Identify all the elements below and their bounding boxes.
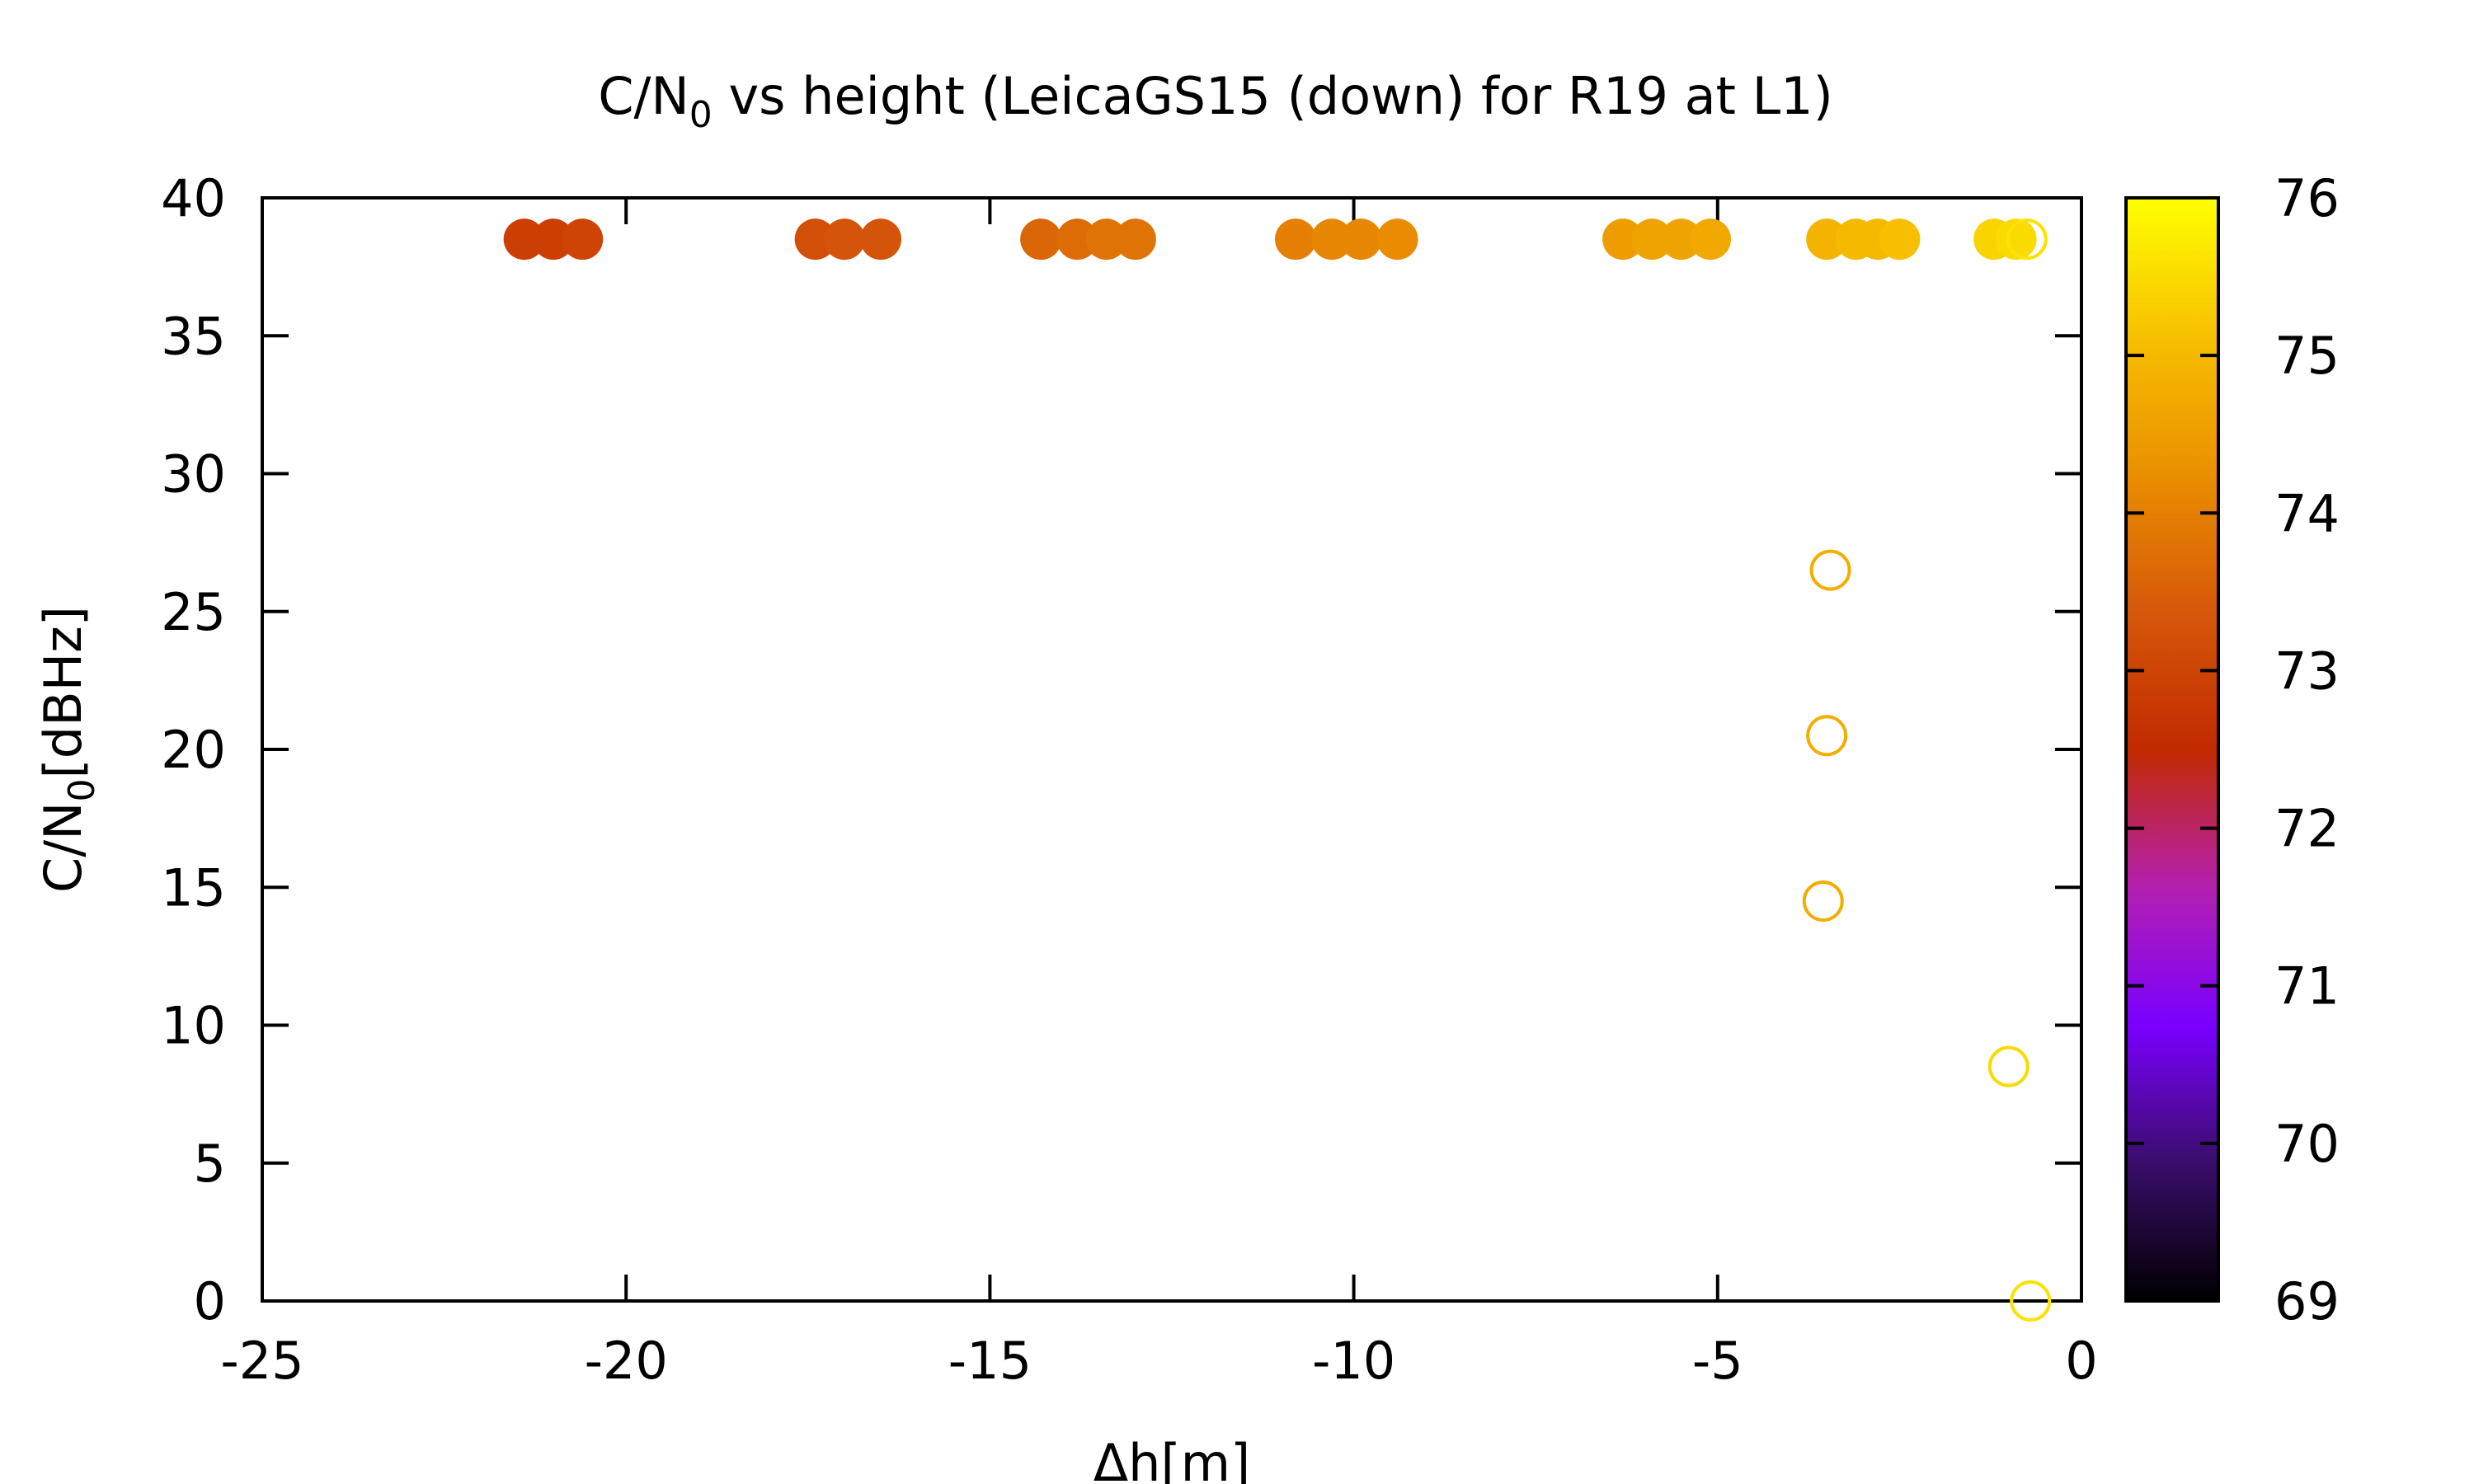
data-point [1085,218,1127,261]
x-axis-ticks: -25 -20 -15 -10 -5 0 [220,198,2098,1391]
colorbar-tick-label: 72 [2274,799,2340,859]
colorbar-tick-label: 70 [2274,1114,2340,1174]
data-point-open [1809,549,1851,591]
x-tick-label: -25 [220,1331,303,1391]
colorbar-tick-label: 71 [2274,956,2340,1017]
x-tick-label: 0 [2065,1331,2097,1391]
data-point [1602,218,1644,261]
y-tick-label: 30 [161,444,226,505]
x-tick-label: -15 [948,1331,1032,1391]
colorbar [2124,196,2220,1303]
data-point [1689,218,1731,261]
data-point-open [1987,1045,2030,1087]
colorbar-tick-label: 76 [2274,168,2340,228]
data-point-open [1806,715,1848,757]
data-point [1114,218,1156,261]
data-point [1660,218,1702,261]
data-point [1806,218,1848,261]
data-point [860,218,902,261]
data-point-open [2010,1280,2052,1322]
y-tick-label: 25 [161,582,226,642]
y-axis-label: C/N0[dBHz] [33,606,103,893]
data-point [1995,218,2037,261]
colorbar-tick-label: 73 [2274,641,2340,701]
data-point-open [2006,218,2048,261]
data-point [1376,218,1418,261]
y-tick-label: 10 [161,996,226,1056]
x-tick-label: -10 [1312,1331,1395,1391]
y-tick-label: 0 [194,1271,226,1331]
data-point [823,218,865,261]
x-tick-label: -5 [1692,1331,1743,1391]
data-point [1340,218,1382,261]
data-points [503,218,2052,1322]
data-point [532,218,574,261]
colorbar-ticks: 69 70 71 72 73 74 75 76 [2126,168,2340,1331]
y-tick-label: 20 [161,720,226,780]
y-tick-label: 35 [161,306,226,366]
y-tick-label: 40 [161,168,226,228]
colorbar-tick-label: 75 [2274,326,2340,386]
data-point-open [1802,880,1844,922]
y-axis-ticks: 0 5 10 15 20 25 30 35 40 [161,168,2081,1331]
colorbar-tick-label: 74 [2274,483,2340,543]
x-tick-label: -20 [585,1331,668,1391]
plot-frame [261,196,2083,1303]
data-point [1020,218,1062,261]
data-point [1311,218,1353,261]
data-point [562,218,604,261]
data-point [503,218,545,261]
data-point [1056,218,1098,261]
y-tick-label: 15 [161,857,226,918]
colorbar-tick-label: 69 [2274,1271,2340,1331]
data-point [1275,218,1317,261]
x-axis-label: Δh[m] [1094,1433,1250,1484]
chart-title: C/N0 vs height (LeicaGS15 (down) for R19… [598,66,1833,136]
data-point [1879,218,1921,261]
y-tick-label: 5 [194,1134,226,1194]
data-point [794,218,836,261]
data-point [1631,218,1673,261]
